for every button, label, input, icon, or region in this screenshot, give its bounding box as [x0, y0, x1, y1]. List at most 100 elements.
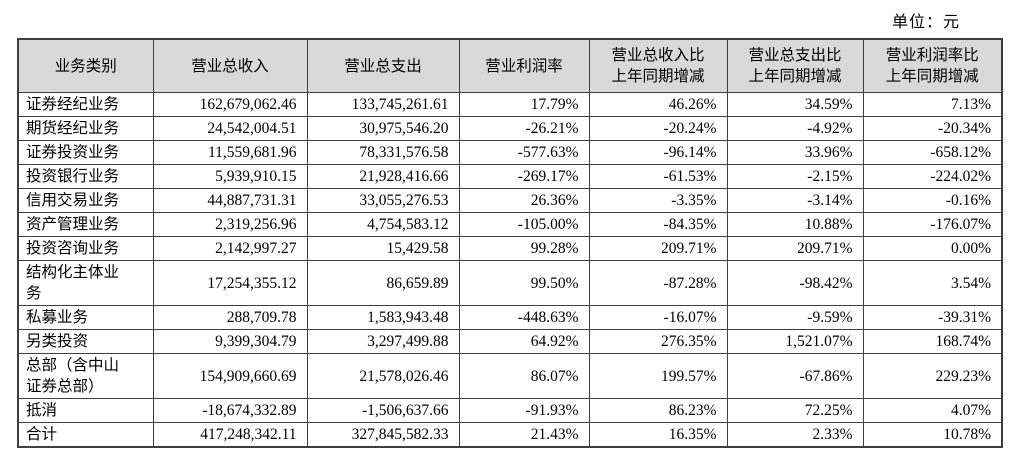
cell-value: -26.21%: [458, 116, 590, 141]
cell-value: 15,429.58: [306, 236, 460, 261]
cell-value: -269.17%: [458, 164, 590, 189]
cell-value: -3.14%: [726, 188, 864, 213]
table-row: 结构化主体业 务 17,254,355.12 86,659.89 99.50% -87.…: [17, 260, 1003, 306]
cell-value: -96.14%: [588, 140, 728, 165]
cell-value: 21,928,416.66: [306, 164, 460, 189]
cell-value: 24,542,004.51: [152, 116, 308, 141]
cell-value: 10.78%: [862, 422, 1003, 448]
cell-value: -577.63%: [458, 140, 590, 165]
cell-value: -4.92%: [726, 116, 864, 141]
table-row: 证券投资业务 11,559,681.96 78,331,576.58 -577.63%…: [17, 140, 1003, 165]
table-row: 合计 417,248,342.11 327,845,582.33 21.43% 16.3…: [17, 422, 1003, 448]
cell-value: 64.92%: [458, 329, 590, 354]
table-row: 另类投资 9,399,304.79 3,297,499.88 64.92% 276.35…: [17, 329, 1003, 354]
cell-value: 4.07%: [862, 398, 1003, 423]
column-header: 营业利润率比 上年同期增减: [862, 38, 1003, 93]
cell-value: 21,578,026.46: [306, 353, 460, 399]
cell-value: -105.00%: [458, 212, 590, 237]
unit-label: 单位：元: [891, 14, 960, 31]
cell-value: 229.23%: [862, 353, 1003, 399]
column-header: 营业总收入: [152, 38, 308, 93]
cell-value: 7.13%: [862, 92, 1003, 117]
cell-value: 327,845,582.33: [306, 422, 460, 448]
cell-value: -1,506,637.66: [306, 398, 460, 423]
cell-value: 30,975,546.20: [306, 116, 460, 141]
cell-value: -448.63%: [458, 305, 590, 330]
column-header: 营业总收入比 上年同期增减: [588, 38, 728, 93]
cell-value: -20.24%: [588, 116, 728, 141]
row-category: 私募业务: [17, 305, 154, 330]
cell-value: -176.07%: [862, 212, 1003, 237]
cell-value: 168.74%: [862, 329, 1003, 354]
cell-value: -67.86%: [726, 353, 864, 399]
cell-value: 133,745,261.61: [306, 92, 460, 117]
cell-value: 44,887,731.31: [152, 188, 308, 213]
cell-value: 11,559,681.96: [152, 140, 308, 165]
cell-value: 10.88%: [726, 212, 864, 237]
cell-value: 46.26%: [588, 92, 728, 117]
table-row: 资产管理业务 2,319,256.96 4,754,583.12 -105.00% -8…: [17, 212, 1003, 237]
cell-value: 86.07%: [458, 353, 590, 399]
cell-value: 5,939,910.15: [152, 164, 308, 189]
cell-value: -0.16%: [862, 188, 1003, 213]
cell-value: -61.53%: [588, 164, 728, 189]
cell-value: 154,909,660.69: [152, 353, 308, 399]
cell-value: 1,521.07%: [726, 329, 864, 354]
table-header-row: 业务类别 营业总收入 营业总支出 营业利润率 营业总收入比 上年同期增减 营业总支出比 上…: [17, 38, 1003, 93]
cell-value: 288,709.78: [152, 305, 308, 330]
table-row: 证券经纪业务 162,679,062.46 133,745,261.61 17.79%…: [17, 92, 1003, 117]
cell-value: -2.15%: [726, 164, 864, 189]
table-row: 总部（含中山 证券总部） 154,909,660.69 21,578,026.46 8…: [17, 353, 1003, 399]
cell-value: 2,142,997.27: [152, 236, 308, 261]
cell-value: 209.71%: [726, 236, 864, 261]
cell-value: -39.31%: [862, 305, 1003, 330]
cell-value: -224.02%: [862, 164, 1003, 189]
cell-value: 9,399,304.79: [152, 329, 308, 354]
cell-value: 17.79%: [458, 92, 590, 117]
cell-value: 0.00%: [862, 236, 1003, 261]
cell-value: -20.34%: [862, 116, 1003, 141]
cell-value: -9.59%: [726, 305, 864, 330]
cell-value: -91.93%: [458, 398, 590, 423]
row-category: 合计: [17, 422, 154, 448]
cell-value: -87.28%: [588, 260, 728, 306]
row-category: 证券经纪业务: [17, 92, 154, 117]
cell-value: 21.43%: [458, 422, 590, 448]
cell-value: 417,248,342.11: [152, 422, 308, 448]
row-category: 结构化主体业 务: [17, 260, 154, 306]
column-header: 业务类别: [17, 38, 154, 93]
cell-value: 4,754,583.12: [306, 212, 460, 237]
table-row: 私募业务 288,709.78 1,583,943.48 -448.63% -16.07…: [17, 305, 1003, 330]
row-category: 证券投资业务: [17, 140, 154, 165]
cell-value: 17,254,355.12: [152, 260, 308, 306]
cell-value: 99.50%: [458, 260, 590, 306]
table-row: 投资咨询业务 2,142,997.27 15,429.58 99.28% 209.71%…: [17, 236, 1003, 261]
cell-value: 72.25%: [726, 398, 864, 423]
cell-value: -98.42%: [726, 260, 864, 306]
cell-value: 276.35%: [588, 329, 728, 354]
row-category: 抵消: [17, 398, 154, 423]
column-header: 营业利润率: [458, 38, 590, 93]
cell-value: 99.28%: [458, 236, 590, 261]
cell-value: -18,674,332.89: [152, 398, 308, 423]
row-category: 投资咨询业务: [17, 236, 154, 261]
cell-value: 199.57%: [588, 353, 728, 399]
cell-value: 1,583,943.48: [306, 305, 460, 330]
cell-value: 86.23%: [588, 398, 728, 423]
cell-value: 209.71%: [588, 236, 728, 261]
row-category: 另类投资: [17, 329, 154, 354]
row-category: 期货经纪业务: [17, 116, 154, 141]
cell-value: 33,055,276.53: [306, 188, 460, 213]
row-category: 资产管理业务: [17, 212, 154, 237]
cell-value: 2.33%: [726, 422, 864, 448]
cell-value: 26.36%: [458, 188, 590, 213]
cell-value: 3.54%: [862, 260, 1003, 306]
cell-value: 33.96%: [726, 140, 864, 165]
table-row: 期货经纪业务 24,542,004.51 30,975,546.20 -26.21% -…: [17, 116, 1003, 141]
cell-value: -84.35%: [588, 212, 728, 237]
table-row: 抵消 -18,674,332.89 -1,506,637.66 -91.93% 86.2…: [17, 398, 1003, 423]
column-header: 营业总支出: [306, 38, 460, 93]
cell-value: 162,679,062.46: [152, 92, 308, 117]
row-category: 信用交易业务: [17, 188, 154, 213]
